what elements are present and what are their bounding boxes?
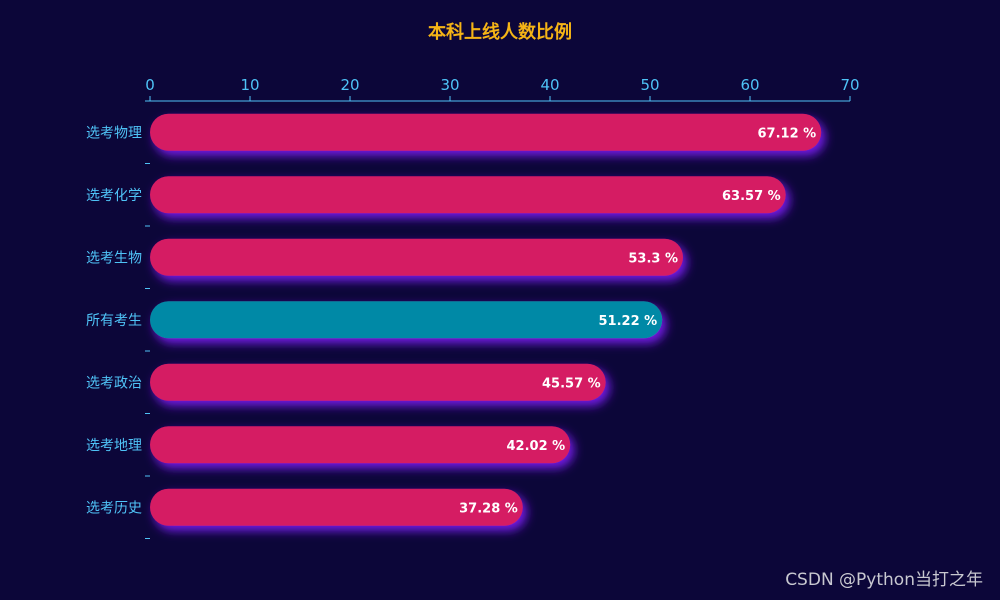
chart-title: 本科上线人数比例	[428, 21, 572, 43]
x-tick-label: 50	[640, 76, 659, 94]
bar	[150, 363, 606, 401]
x-tick-label: 60	[740, 76, 759, 94]
bar	[150, 301, 663, 339]
x-tick-label: 0	[145, 76, 155, 94]
y-category-label: 选考物理	[86, 125, 142, 141]
bar-value-label: 67.12 %	[758, 126, 817, 141]
bar-series: 67.12 % 63.57 % 53.3 % 51.22 % 45.57 % 42.02 …	[150, 113, 822, 526]
bar-value-label: 51.22 %	[599, 314, 658, 329]
bar-value-label: 37.28 %	[459, 501, 518, 516]
x-axis: 0 10 20 30 40 50 60 70	[145, 76, 860, 102]
bar	[150, 176, 786, 214]
bar-value-label: 42.02 %	[507, 439, 566, 454]
x-tick-label: 10	[240, 76, 259, 94]
bar	[150, 488, 523, 526]
x-tick-label: 70	[840, 76, 859, 94]
y-category-label: 选考地理	[86, 438, 142, 454]
bar	[150, 426, 571, 464]
y-category-label: 所有考生	[86, 313, 142, 329]
bar-value-label: 63.57 %	[722, 189, 781, 204]
bar-value-label: 53.3 %	[628, 251, 678, 266]
bar-value-label: 45.57 %	[542, 376, 601, 391]
x-tick-label: 30	[440, 76, 459, 94]
x-tick-label: 20	[340, 76, 359, 94]
y-category-label: 选考历史	[86, 500, 142, 516]
y-category-label: 选考政治	[86, 375, 142, 391]
watermark-text: CSDN @Python当打之年	[785, 570, 983, 590]
bar	[150, 113, 822, 151]
y-category-label: 选考生物	[86, 250, 142, 266]
y-category-label: 选考化学	[86, 188, 142, 204]
x-tick-label: 40	[540, 76, 559, 94]
bar	[150, 238, 683, 276]
